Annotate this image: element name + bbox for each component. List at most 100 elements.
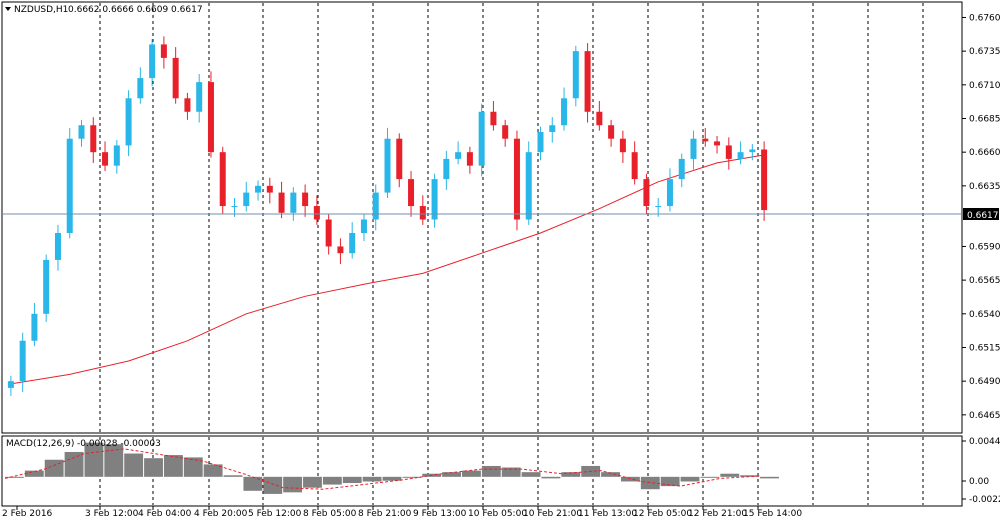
price-axis: 0.6760 0.6735 0.6710 0.6685 0.6660 0.6635 0.65… <box>962 13 1000 421</box>
macd-bar <box>5 476 24 478</box>
price-tick-label: 0.6635 <box>969 182 1000 192</box>
macd-bar <box>680 476 700 482</box>
dropdown-triangle-icon[interactable] <box>5 7 11 11</box>
macd-signal-line <box>4 448 761 490</box>
candle-body <box>584 51 591 112</box>
macd-bar <box>303 476 322 488</box>
candle-body <box>478 111 485 166</box>
macd-bar <box>144 458 163 477</box>
candle-body <box>643 179 650 207</box>
macd-bar <box>124 453 144 477</box>
candle-body <box>561 98 568 126</box>
price-tick-label: 0.6710 <box>969 81 1000 91</box>
candle-body <box>349 232 356 254</box>
candle-body <box>384 138 391 193</box>
macd-bar <box>462 470 481 477</box>
current-price-label: 0.6617 <box>967 211 999 221</box>
candle-body <box>160 44 167 58</box>
candle-body <box>619 138 626 153</box>
candle-body <box>455 152 462 159</box>
macd-values: -0.00028 -0.00003 <box>77 439 161 449</box>
time-tick-label: 11 Feb 13:00 <box>578 509 637 519</box>
candle-body <box>419 206 426 220</box>
macd-histogram <box>5 442 779 494</box>
macd-bar <box>322 476 342 485</box>
macd-bar <box>24 470 44 477</box>
main-panel-frame <box>1 1 963 434</box>
candle-body <box>137 78 144 99</box>
macd-axis: 0.00444 0.00 -0.00228 <box>962 437 1000 505</box>
macd-tick-label: -0.00228 <box>969 495 1000 505</box>
time-tick-label: 8 Feb 05:00 <box>303 509 357 519</box>
candle-body <box>537 131 544 153</box>
price-tick-label: 0.6565 <box>969 276 1000 286</box>
candles <box>7 36 768 396</box>
candle-body <box>337 246 344 254</box>
macd-bar <box>223 475 243 477</box>
macd-bar <box>720 473 740 477</box>
candle-body <box>149 44 156 79</box>
time-tick-label: 9 Feb 13:00 <box>413 509 467 519</box>
candle-body <box>443 158 450 180</box>
candle-body <box>666 179 673 207</box>
candle-body <box>7 381 14 388</box>
candle-body <box>325 219 332 247</box>
macd-bar <box>44 459 64 477</box>
price-tick-label: 0.6685 <box>969 114 1000 124</box>
time-tick-label: 8 Feb 21:00 <box>358 509 412 519</box>
macd-bar <box>183 457 203 477</box>
price-tick-label: 0.6465 <box>969 411 1000 421</box>
time-tick-label: 3 Feb 12:00 <box>85 509 139 519</box>
candle-body <box>43 259 50 314</box>
candle-body <box>125 98 132 146</box>
candle-body <box>466 152 473 166</box>
candle-body <box>290 192 297 213</box>
macd-bar <box>104 444 124 477</box>
time-tick-label: 4 Feb 04:00 <box>138 509 192 519</box>
candle-body <box>278 192 285 213</box>
macd-bar <box>382 476 402 481</box>
candle-body <box>678 158 685 180</box>
macd-name: MACD(12,26,9) <box>6 439 74 449</box>
candle-body <box>360 219 367 233</box>
candle-body <box>90 125 97 153</box>
time-tick-label: 10 Feb 21:00 <box>523 509 582 519</box>
price-tick-label: 0.6735 <box>969 47 1000 57</box>
macd-bar <box>481 465 501 477</box>
candle-body <box>302 192 309 207</box>
macd-bar <box>740 475 760 477</box>
current-price-label-box <box>963 208 999 220</box>
price-tick-label: 0.6540 <box>969 310 1000 320</box>
price-tick-label: 0.6590 <box>969 242 1000 252</box>
candle-body <box>608 125 615 139</box>
macd-bar <box>541 476 561 479</box>
candle-body <box>502 125 509 139</box>
candle-body <box>313 206 320 220</box>
macd-bar <box>342 476 362 484</box>
macd-bar <box>64 451 84 477</box>
time-tick-label: 12 Feb 05:00 <box>633 509 692 519</box>
candle-body <box>749 149 756 153</box>
candle-body <box>243 192 250 207</box>
macd-tick-label: 0.00444 <box>969 437 1000 447</box>
price-tick-label: 0.6490 <box>969 377 1000 387</box>
candle-body <box>596 111 603 126</box>
macd-bar <box>561 472 581 477</box>
candle-body <box>255 185 262 193</box>
candle-body <box>219 152 226 207</box>
time-tick-label: 12 Feb 21:00 <box>688 509 747 519</box>
candle-body <box>549 125 556 132</box>
candle-body <box>408 179 415 207</box>
macd-bar <box>521 472 541 477</box>
candle-body <box>231 206 238 208</box>
macd-tick-label: 0.00 <box>969 477 989 487</box>
time-tick-label: 10 Feb 05:00 <box>468 509 527 519</box>
price-tick-label: 0.6515 <box>969 343 1000 353</box>
candle-body <box>396 138 403 180</box>
candle-body <box>372 192 379 220</box>
macd-bar <box>501 467 521 477</box>
candle-body <box>761 149 768 211</box>
candle-body <box>196 82 203 112</box>
macd-bar <box>660 476 680 487</box>
candle-body <box>513 138 520 220</box>
